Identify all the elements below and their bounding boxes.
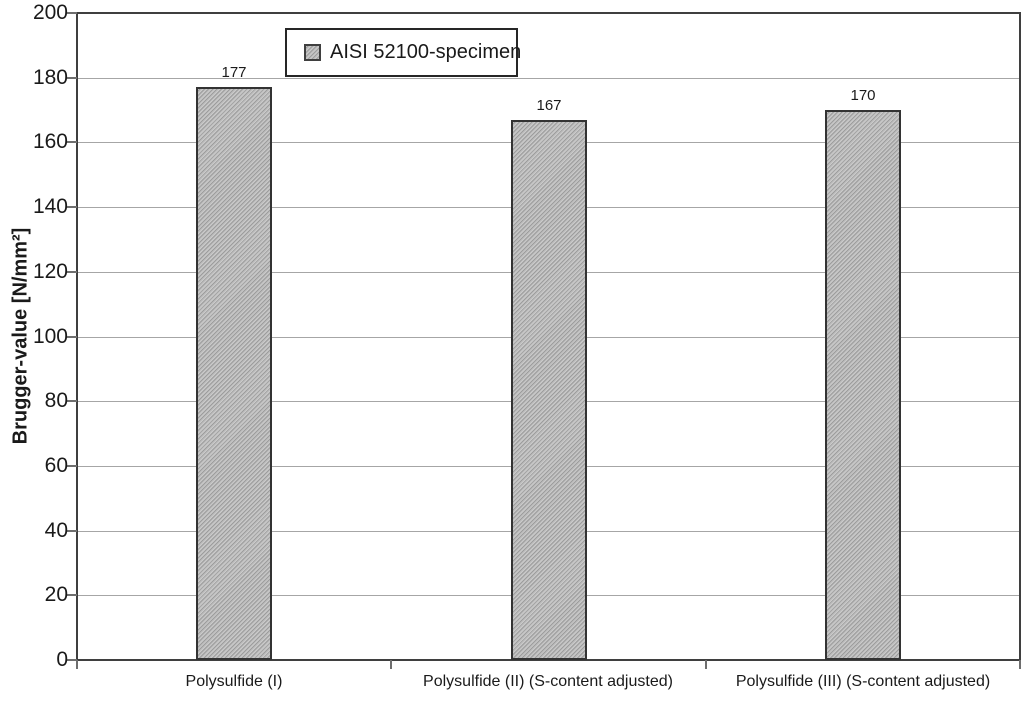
bar-value-label: 177 [221,64,247,81]
bar-2 [511,120,587,660]
legend-series-label: AISI 52100-specimen [330,41,522,63]
y-axis-title: Brugger-value [N/mm²] [9,227,32,445]
bar-1 [196,87,272,660]
x-axis-tick [705,660,707,669]
y-axis-tick-label: 200 [32,1,68,24]
y-axis-tick [67,141,77,143]
y-axis-tick-label: 20 [44,583,68,606]
y-axis-tick-label: 160 [32,130,68,153]
x-axis-category-label: Polysulfide (III) (S-content adjusted) [735,673,991,690]
y-axis-tick [67,206,77,208]
y-axis-tick-label: 120 [32,260,68,283]
y-axis-tick [67,530,77,532]
x-axis-category-label: Polysulfide (I) [185,673,283,690]
x-axis-tick [76,660,78,669]
y-axis-tick [67,77,77,79]
x-axis-tick [390,660,392,669]
bar-value-label: 170 [850,87,876,104]
x-axis-category-label: Polysulfide (II) (S-content adjusted) [423,673,673,690]
y-axis-tick [67,12,77,14]
y-axis-tick-label: 0 [56,648,68,671]
y-axis-tick-label: 140 [32,195,68,218]
legend-swatch-icon [304,44,321,61]
y-axis-tick [67,336,77,338]
y-gridline [78,78,1019,79]
bar-value-label: 167 [536,97,562,114]
x-axis-tick [1019,660,1021,669]
y-axis-tick [67,271,77,273]
y-axis-tick [67,594,77,596]
legend: AISI 52100-specimen [285,28,522,77]
bar-3 [825,110,901,660]
y-axis-tick-label: 80 [44,389,68,412]
y-axis-tick [67,465,77,467]
y-axis-tick-label: 60 [44,454,68,477]
y-axis-tick-label: 40 [44,519,68,542]
y-axis-tick-label: 100 [32,325,68,348]
y-axis-tick [67,659,77,661]
y-axis-tick-label: 180 [32,66,68,89]
y-axis-tick [67,400,77,402]
